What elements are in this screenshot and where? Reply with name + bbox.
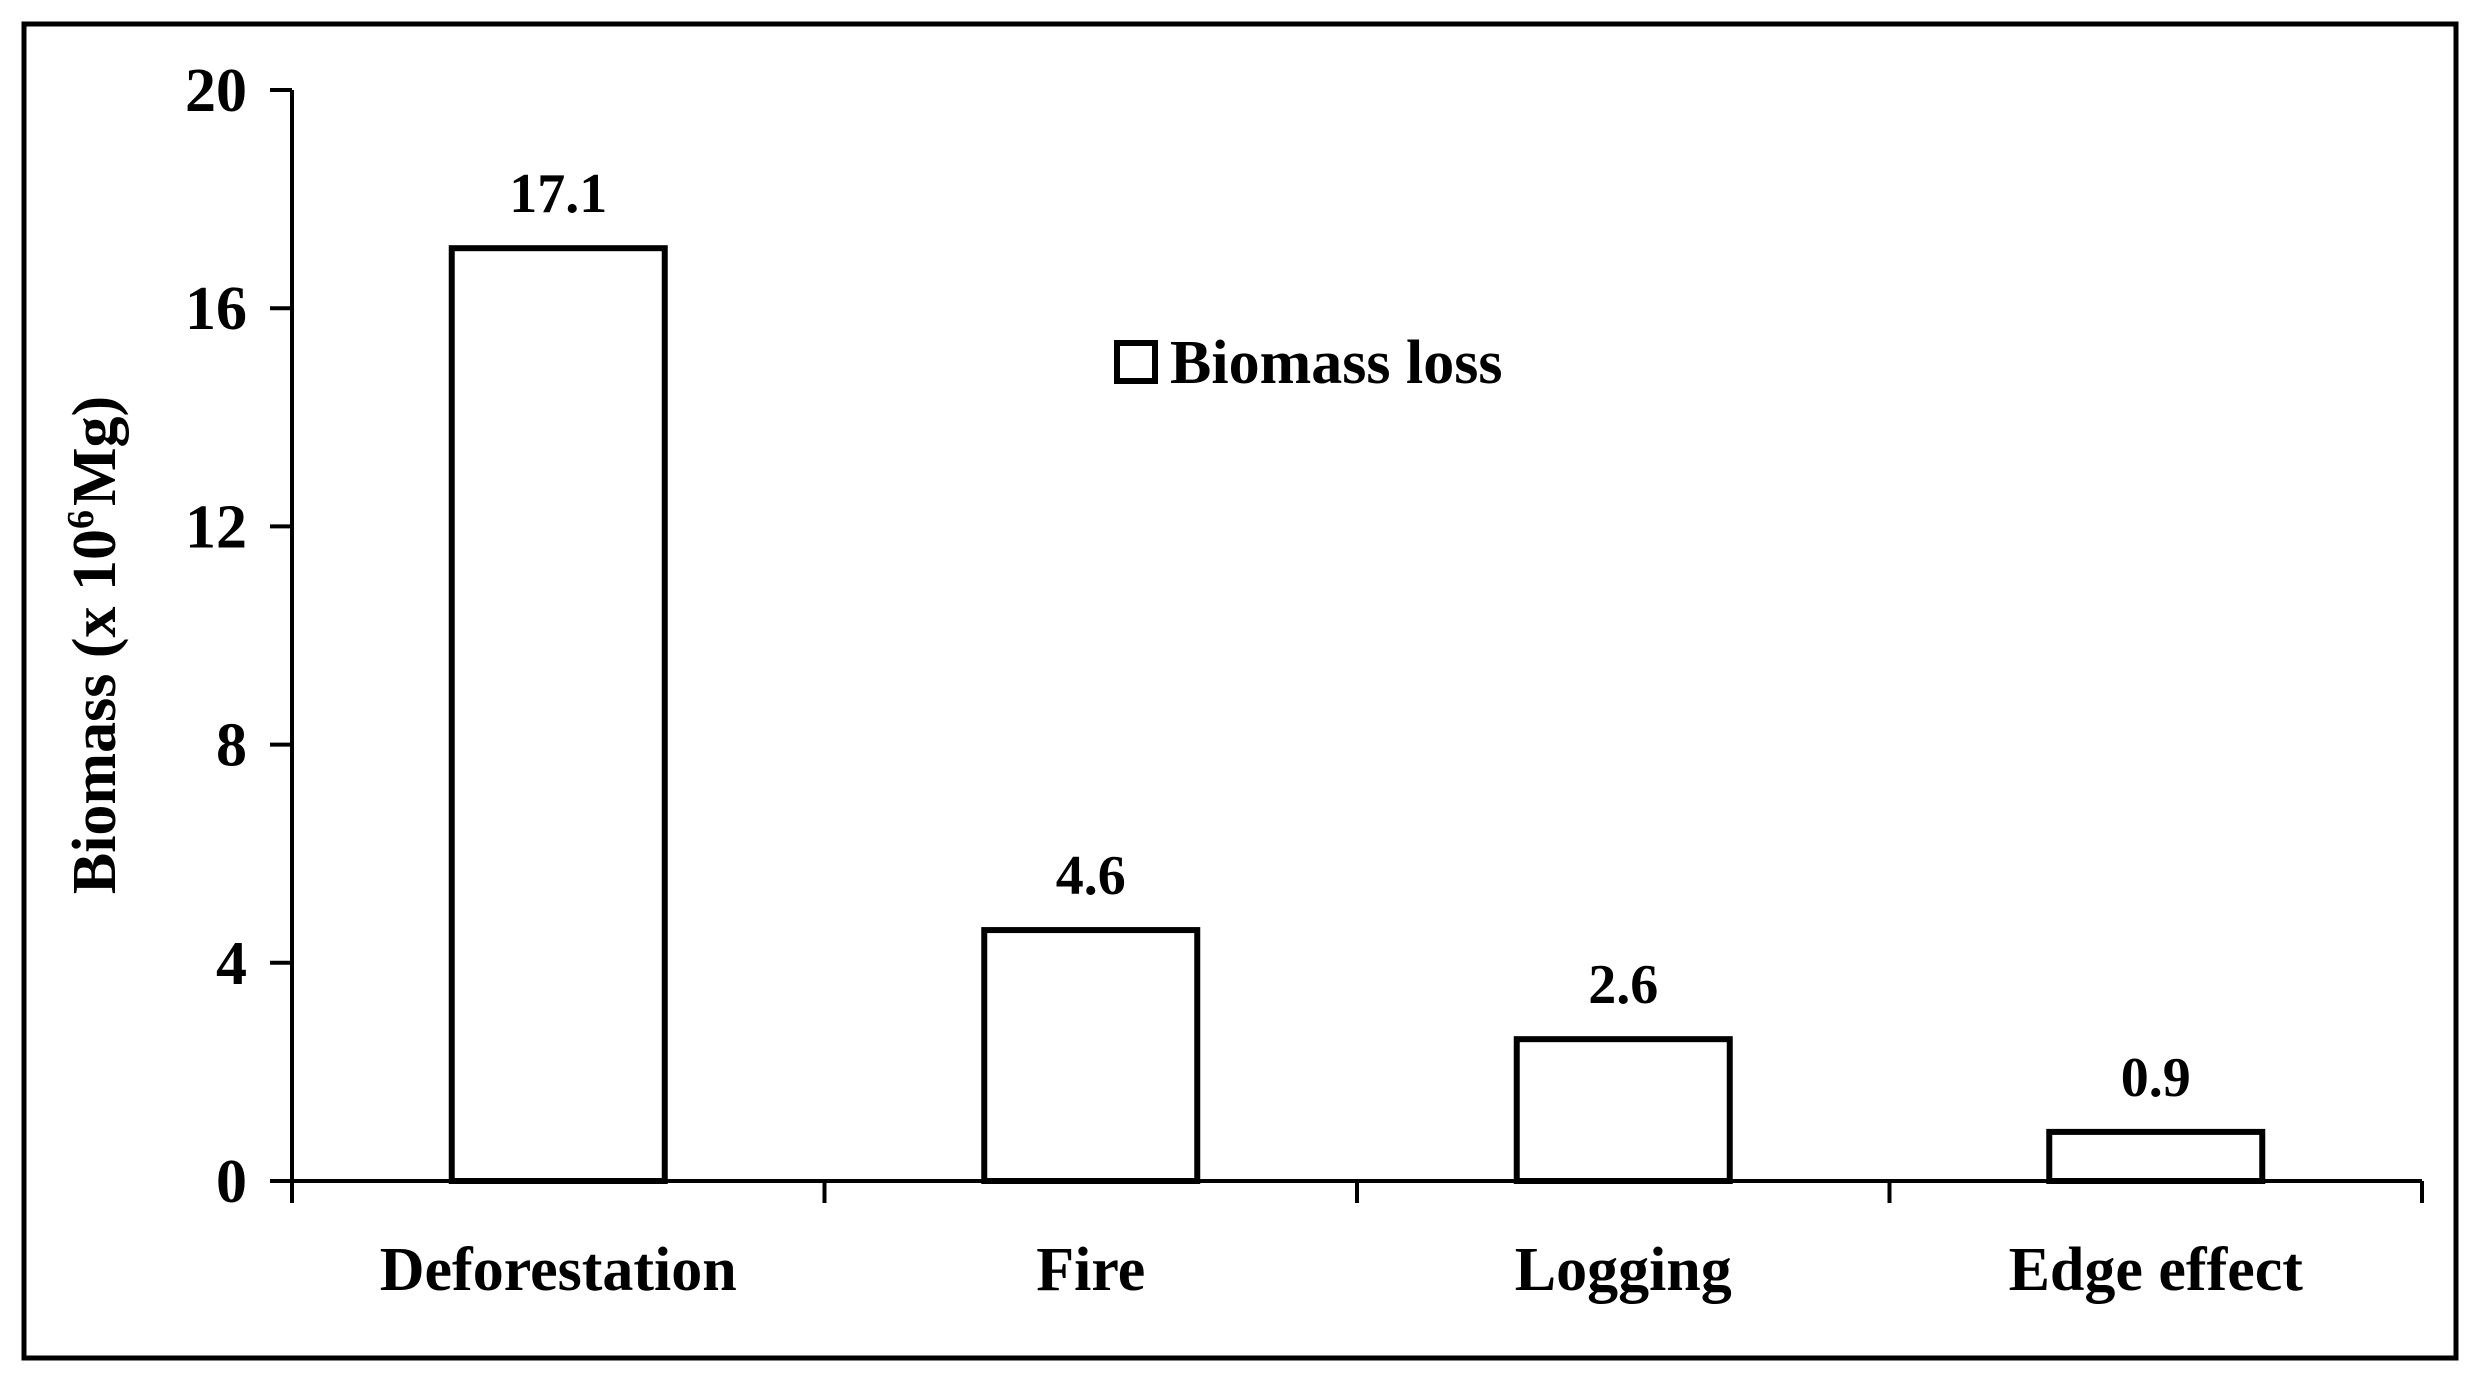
y-tick-label: 12 xyxy=(185,493,247,561)
y-tick-label: 0 xyxy=(216,1148,247,1216)
legend: Biomass loss xyxy=(1114,329,1502,397)
y-tick-label: 8 xyxy=(216,712,247,780)
data-labels: 17.1 4.6 2.6 0.9 xyxy=(509,163,2191,1109)
data-label: 4.6 xyxy=(1056,845,1126,907)
y-axis: 0 4 8 12 16 20 xyxy=(185,57,294,1216)
y-tick-label: 20 xyxy=(185,57,247,125)
y-axis-label: Biomass (x 106Mg) xyxy=(60,396,129,894)
y-tick-label: 16 xyxy=(185,275,247,343)
y-tick-label: 4 xyxy=(216,930,247,998)
data-label: 17.1 xyxy=(509,163,607,225)
x-category-label: Fire xyxy=(1036,1236,1145,1304)
bar-logging xyxy=(1513,1036,1733,1185)
bar-deforestation xyxy=(448,245,668,1184)
bar-edge-effect xyxy=(2046,1128,2266,1185)
data-label: 0.9 xyxy=(2121,1047,2191,1109)
legend-swatch xyxy=(1114,340,1158,384)
x-category-label: Edge effect xyxy=(2009,1236,2304,1304)
data-label: 2.6 xyxy=(1588,954,1658,1016)
bars xyxy=(448,245,2266,1185)
legend-label: Biomass loss xyxy=(1170,329,1502,397)
bar-fire xyxy=(981,927,1201,1184)
x-category-label: Logging xyxy=(1515,1236,1732,1304)
x-category-label: Deforestation xyxy=(380,1236,737,1304)
